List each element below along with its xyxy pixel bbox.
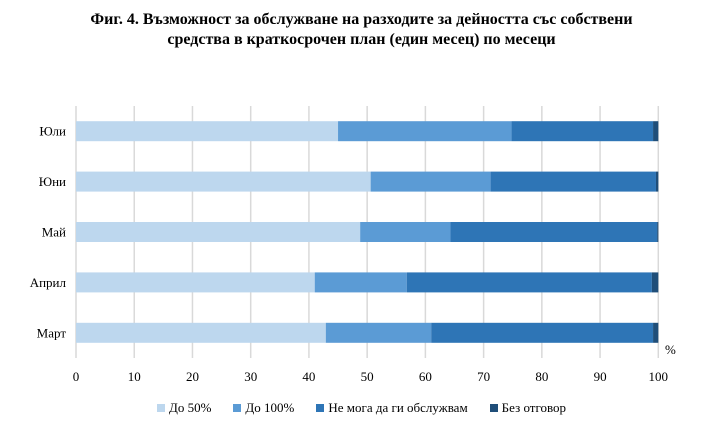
legend-swatch [489, 404, 498, 412]
title-line-2: средства в краткосрочен план (един месец… [167, 31, 556, 48]
x-tick-label: 90 [594, 369, 607, 384]
legend-item: Не мога да ги обслужвам [316, 400, 468, 416]
x-tick-label: 40 [302, 369, 315, 384]
title-line-1: Фиг. 4. Възможност за обслужване на разх… [90, 11, 633, 28]
legend-label: Без отговор [501, 400, 567, 415]
legend-item: Без отговор [489, 400, 567, 416]
bar-segment [490, 171, 656, 192]
bar-segment [431, 322, 654, 343]
x-tick-label: 100 [649, 369, 669, 384]
x-tick-label: 0 [73, 369, 80, 384]
bar-segment [76, 322, 326, 343]
y-category-label: Март [37, 325, 67, 340]
x-tick-label: 10 [128, 369, 141, 384]
bar-segment [370, 171, 491, 192]
y-category-label: Юли [39, 124, 66, 139]
bar-segment [76, 171, 371, 192]
bar-segment [325, 322, 432, 343]
y-category-label: Април [30, 275, 67, 290]
bar-segment [511, 121, 654, 142]
bar-segment [406, 272, 652, 293]
bar-segment [450, 222, 658, 242]
legend-label: Не мога да ги обслужвам [328, 400, 468, 415]
bar-segment [657, 222, 659, 242]
x-tick-label: 80 [535, 369, 548, 384]
legend-label: До 50% [168, 400, 212, 415]
legend-item: До 100% [233, 400, 294, 416]
bar-segment [360, 222, 451, 242]
legend-item: До 50% [156, 400, 212, 416]
legend-swatch [233, 404, 242, 412]
y-category-label: Юни [39, 174, 66, 189]
bar-segment [655, 171, 659, 192]
legend: До 50% До 100% Не мога да ги обслужвам Без … [0, 400, 723, 416]
bar-segment [76, 272, 315, 293]
bar-segment [653, 322, 659, 343]
x-tick-label: 60 [419, 369, 432, 384]
y-category-label: Май [42, 225, 66, 240]
legend-swatch [316, 404, 325, 412]
bar-segment [314, 272, 407, 293]
legend-label: До 100% [245, 400, 295, 415]
x-tick-label: 70 [477, 369, 490, 384]
bar-segment [76, 222, 361, 242]
x-tick-label: 50 [361, 369, 374, 384]
bar-segment [651, 272, 659, 293]
bar-segment [653, 121, 659, 142]
legend-swatch [156, 404, 165, 412]
bar-segment [338, 121, 512, 142]
x-tick-label: 30 [244, 369, 257, 384]
bar-segment [76, 121, 339, 142]
chart-title: Фиг. 4. Възможност за обслужване на разх… [0, 10, 723, 50]
x-tick-label: 20 [186, 369, 199, 384]
x-unit-label: % [665, 342, 676, 357]
